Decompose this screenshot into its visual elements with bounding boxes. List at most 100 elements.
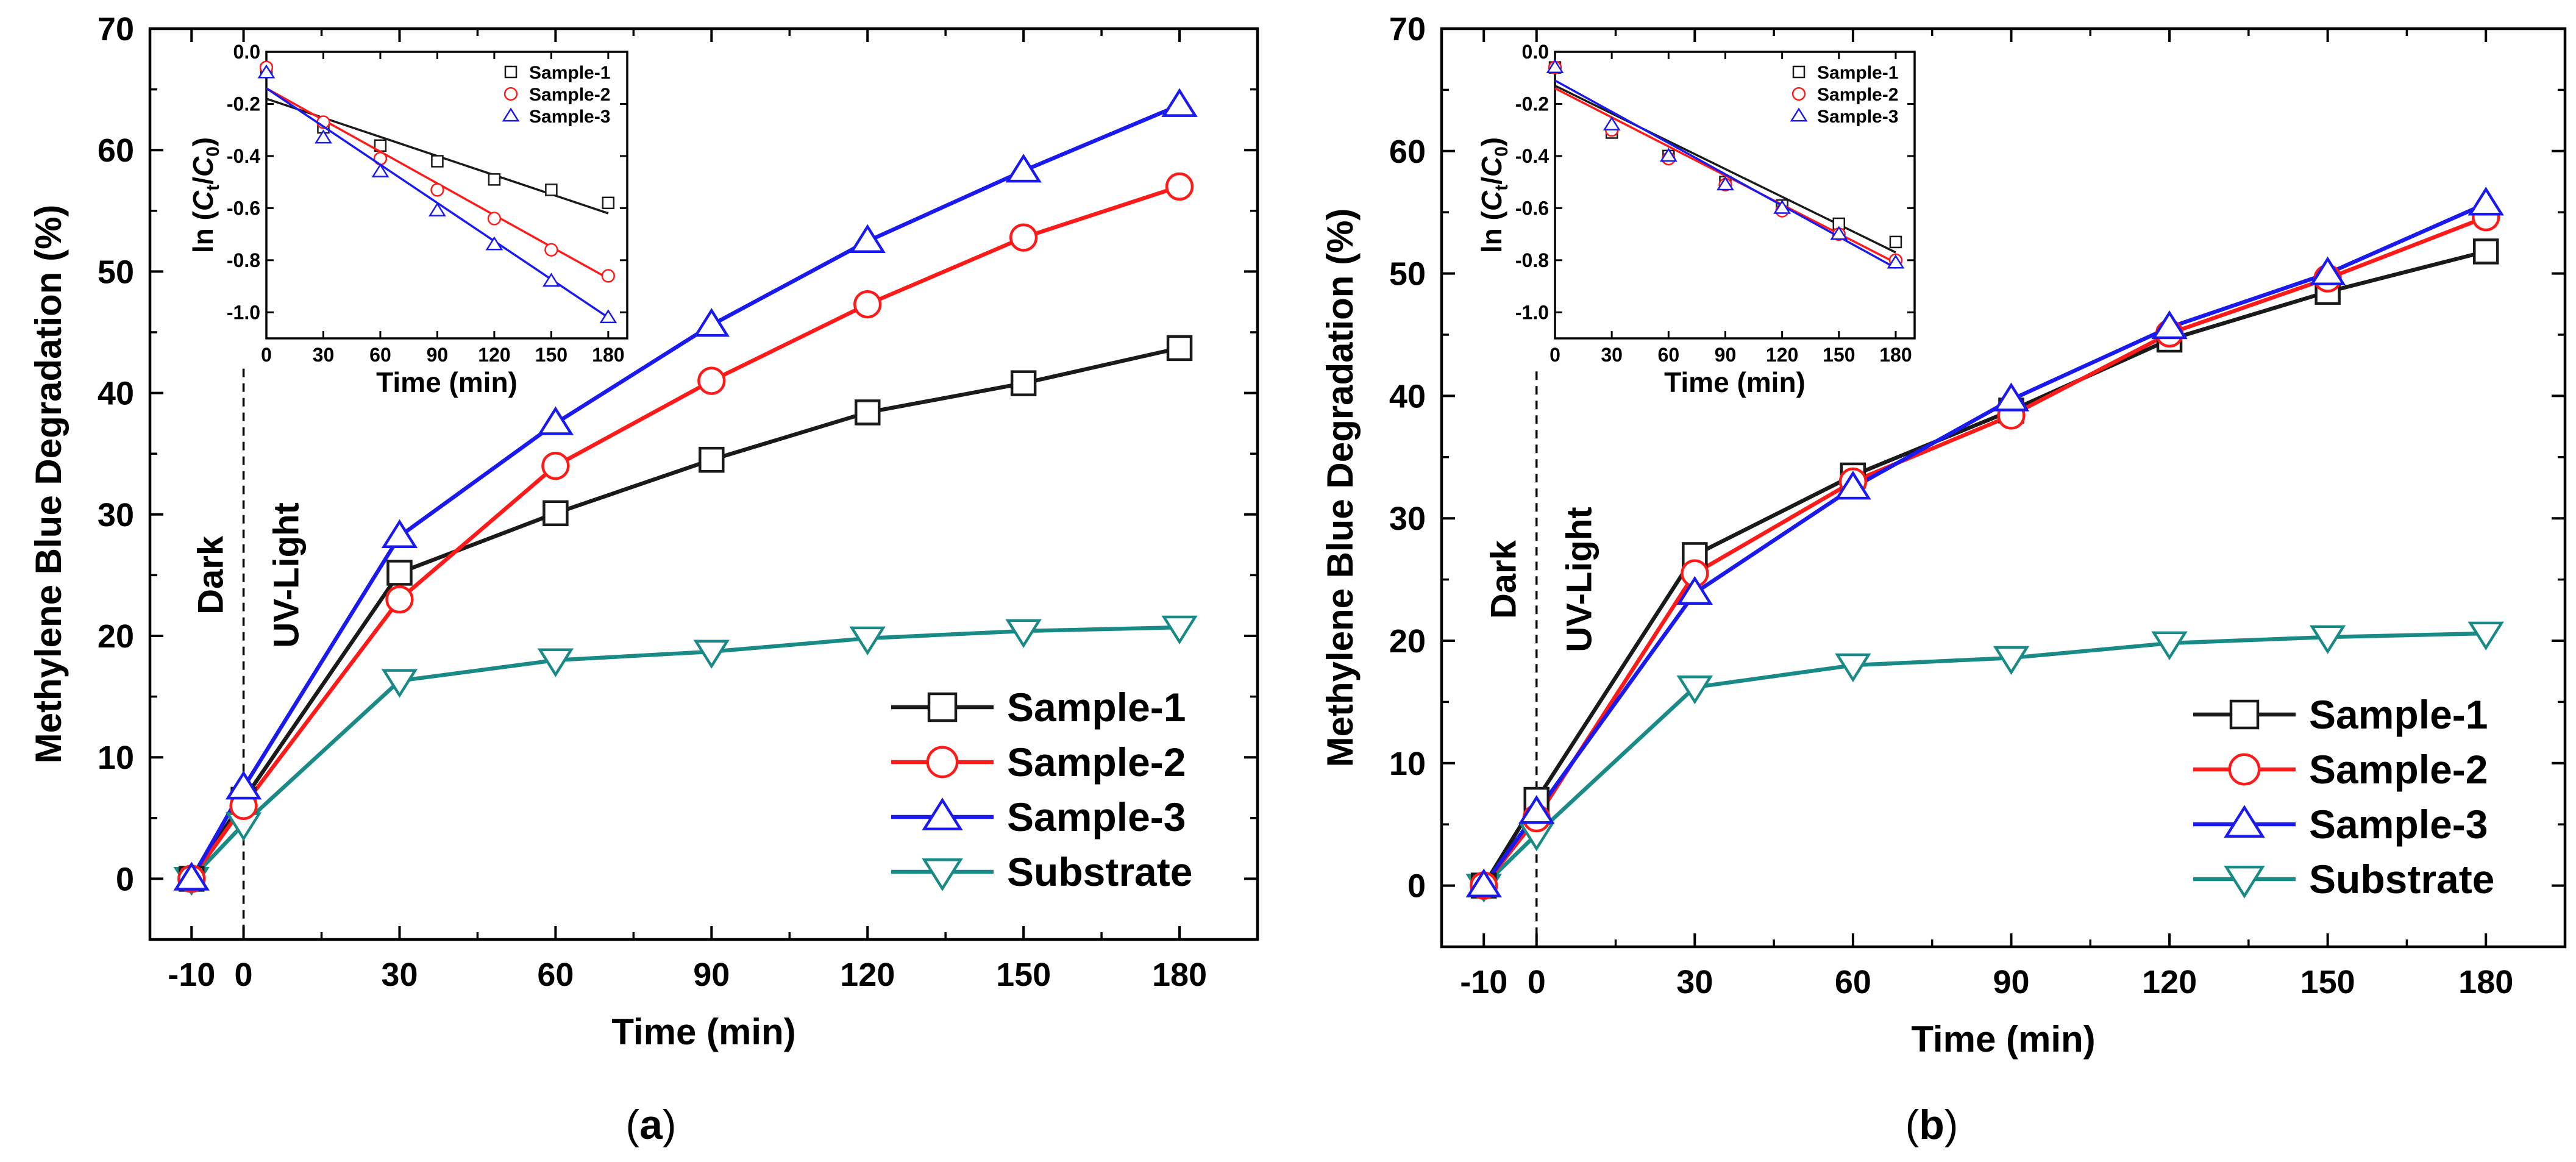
y-tick-label: 20 — [1389, 623, 1426, 660]
inset-y-tick-label: 0.0 — [1522, 41, 1549, 63]
inset-y-tick-label: -1.0 — [1515, 301, 1549, 323]
x-tick-label: 30 — [381, 957, 418, 993]
inset-y-tick-label: -0.8 — [1515, 249, 1549, 271]
inset-legend-marker-sample2 — [503, 87, 518, 101]
data-point-substrate — [381, 669, 418, 698]
data-point-substrate — [1161, 615, 1198, 645]
inset-ylabel-t: t — [203, 185, 223, 191]
y-tick-label: 0 — [1407, 868, 1426, 905]
inset-point-sample2 — [430, 183, 444, 197]
y-axis-title: Methylene Blue Degradation (%) — [28, 205, 69, 764]
panel-caption: (b) — [1905, 1102, 1959, 1148]
inset-y-axis-title: ln (Ct/C0) — [187, 137, 223, 253]
y-tick-label: 60 — [98, 132, 134, 169]
legend-marker-sample1 — [2229, 699, 2260, 730]
inset-x-tick-label: 0 — [261, 344, 272, 366]
y-tick-label: 0 — [116, 861, 134, 897]
inset-point-sample3 — [371, 163, 390, 177]
data-point-sample2 — [853, 290, 882, 319]
y-tick-label: 70 — [1389, 11, 1426, 48]
legend-marker-substrate — [922, 858, 963, 891]
inset-point-sample3 — [1717, 176, 1734, 191]
y-tick-label: 40 — [98, 376, 134, 412]
inset-y-axis-title: ln (Ct/C0) — [1476, 137, 1512, 253]
inset-legend-label-sample3: Sample-3 — [529, 107, 610, 127]
data-point-sample3 — [1465, 868, 1502, 897]
plot-frame — [148, 27, 1259, 941]
panel-a: 0 10 20 30 40 50 60 70 -10 0 30 60 90 120 150 180 Time (… — [28, 11, 1259, 1052]
data-point-sample2 — [385, 585, 414, 614]
inset-point-sample3 — [599, 309, 617, 324]
inset-ylabel-suffix: ) — [187, 137, 219, 146]
data-point-substrate — [2309, 625, 2346, 654]
x-tick-label: 90 — [693, 957, 730, 993]
legend-label-sample2: Sample-2 — [2309, 747, 2488, 792]
data-point-sample1 — [2472, 238, 2499, 265]
y-tick-label: 20 — [98, 618, 134, 655]
data-point-sample1 — [1010, 370, 1037, 396]
inset-x-tick-label: 120 — [478, 344, 510, 366]
data-point-sample3 — [2309, 256, 2346, 285]
data-point-substrate — [693, 640, 730, 669]
y-tick-label: 10 — [1389, 746, 1426, 782]
y-tick-label: 40 — [1389, 378, 1426, 415]
data-point-sample1 — [854, 399, 881, 426]
inset-point-sample3 — [1546, 59, 1564, 73]
inset-point-sample3 — [1887, 254, 1905, 269]
inset-point-sample1 — [602, 196, 615, 210]
inset-y-tick-label: -0.8 — [227, 249, 260, 271]
legend-label-sample1: Sample-1 — [1007, 685, 1186, 730]
inset-point-sample3 — [429, 202, 446, 216]
inset-point-sample2 — [544, 243, 558, 257]
series-line-sample2 — [190, 184, 1181, 880]
x-tick-label: 60 — [1835, 964, 1871, 1000]
inset-y-tick-label: -0.6 — [1515, 197, 1549, 219]
uv-light-label: UV-Light — [1560, 507, 1599, 652]
data-point-sample2 — [1009, 223, 1038, 252]
data-point-sample3 — [693, 308, 730, 337]
inset-legend-label-sample1: Sample-1 — [529, 63, 610, 83]
x-tick-label: -10 — [1460, 964, 1507, 1000]
inset-point-sample3 — [257, 64, 276, 79]
data-point-sample1 — [543, 500, 569, 527]
legend-label-sample1: Sample-1 — [2309, 692, 2488, 737]
inset-ylabel-c0: C — [187, 156, 219, 177]
inset-x-tick-label: 150 — [535, 344, 568, 366]
inset-x-axis-title: Time (min) — [1664, 366, 1806, 398]
x-axis-title: Time (min) — [1911, 1019, 2095, 1060]
inset-legend-label-sample2: Sample-2 — [1817, 85, 1898, 105]
legend-marker-sample1 — [927, 692, 958, 722]
inset-ylabel-slash: / — [187, 177, 219, 185]
caption-letter: a — [639, 1102, 663, 1148]
inset-x-tick-label: 30 — [1601, 344, 1623, 366]
legend-marker-sample3 — [2224, 805, 2265, 838]
series-line-sample1 — [190, 346, 1180, 880]
data-point-substrate — [1835, 653, 1871, 683]
data-point-substrate — [849, 626, 886, 655]
inset-y-tick-label: -0.4 — [227, 145, 260, 167]
legend-marker-sample3 — [922, 797, 963, 831]
inset-x-tick-label: 120 — [1766, 344, 1798, 366]
inset-y-tick-label: -1.0 — [227, 301, 260, 323]
inset-point-sample1 — [431, 155, 444, 168]
data-point-substrate — [1005, 619, 1042, 649]
inset-legend-marker-sample1 — [504, 65, 518, 79]
inset-point-sample3 — [315, 129, 332, 144]
inset-x-tick-label: 180 — [1879, 344, 1912, 366]
inset-point-sample3 — [1830, 226, 1848, 240]
inset-ylabel-zero: 0 — [1492, 146, 1512, 157]
data-point-sample3 — [225, 771, 262, 800]
legend-label-sample3: Sample-3 — [2309, 802, 2488, 847]
data-point-sample3 — [381, 519, 418, 549]
inset-ylabel-prefix: ln ( — [1476, 210, 1507, 253]
series-line-substrate — [190, 625, 1180, 880]
x-tick-label: 150 — [2300, 964, 2355, 1000]
caption-open-paren: ( — [625, 1102, 639, 1148]
x-tick-label: 180 — [1152, 957, 1207, 993]
x-tick-label: 60 — [537, 957, 574, 993]
inset-x-tick-label: 60 — [369, 344, 391, 366]
inset-y-tick-label: -0.2 — [1515, 93, 1549, 115]
inset-x-tick-label: 60 — [1658, 344, 1680, 366]
inset-point-sample3 — [1773, 199, 1791, 214]
